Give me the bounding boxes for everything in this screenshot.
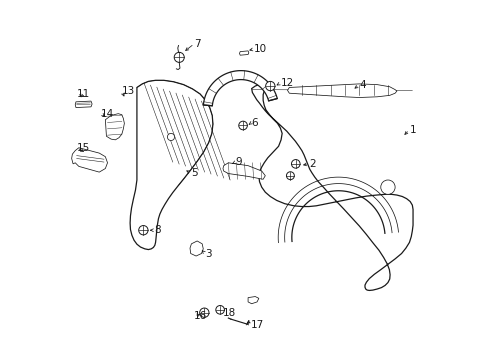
Circle shape (215, 306, 224, 314)
Text: 12: 12 (280, 78, 293, 88)
Text: 15: 15 (77, 143, 90, 153)
Circle shape (199, 308, 208, 318)
Text: 5: 5 (190, 168, 197, 178)
Polygon shape (105, 114, 124, 140)
Text: 17: 17 (250, 320, 264, 330)
Circle shape (238, 121, 247, 130)
Circle shape (174, 52, 184, 62)
Text: 14: 14 (101, 109, 114, 119)
Polygon shape (203, 71, 277, 106)
Polygon shape (72, 148, 107, 172)
Polygon shape (130, 80, 212, 249)
Circle shape (167, 134, 174, 140)
Text: 2: 2 (308, 159, 315, 169)
Circle shape (286, 172, 294, 180)
Text: 4: 4 (359, 80, 365, 90)
Text: 7: 7 (194, 39, 201, 49)
Text: 13: 13 (122, 86, 135, 96)
Circle shape (265, 81, 274, 91)
Text: 11: 11 (77, 89, 90, 99)
Text: 9: 9 (235, 157, 242, 167)
Text: 18: 18 (223, 308, 236, 318)
Polygon shape (247, 297, 258, 304)
Text: 16: 16 (194, 311, 207, 321)
Polygon shape (287, 84, 396, 98)
Text: 3: 3 (204, 248, 211, 258)
Circle shape (139, 226, 148, 235)
Text: 10: 10 (254, 44, 267, 54)
Text: 8: 8 (154, 225, 161, 235)
Text: 1: 1 (408, 125, 415, 135)
Polygon shape (239, 51, 248, 55)
Polygon shape (251, 83, 412, 291)
Polygon shape (190, 241, 203, 256)
Circle shape (380, 180, 394, 194)
Circle shape (291, 159, 300, 168)
Polygon shape (75, 101, 92, 108)
Text: 6: 6 (251, 118, 258, 128)
Polygon shape (223, 163, 265, 179)
